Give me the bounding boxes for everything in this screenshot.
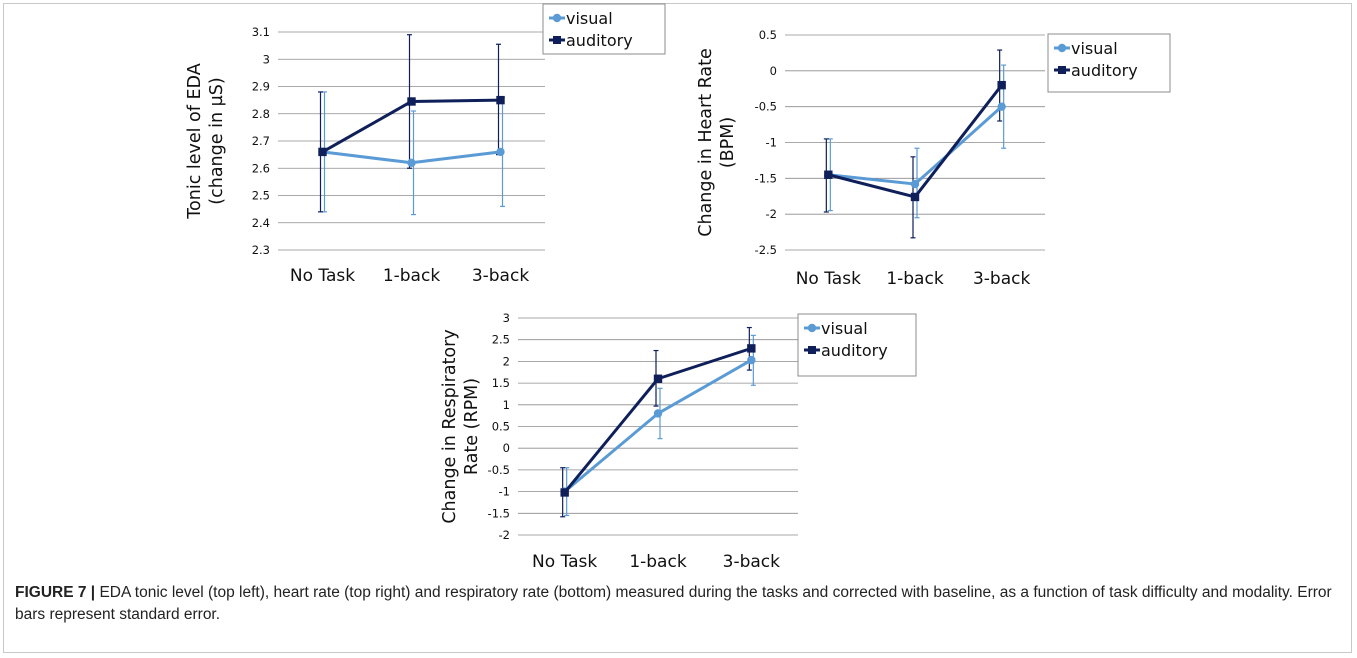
data-point-visual xyxy=(997,102,1006,111)
y-tick-label: 1 xyxy=(503,398,510,412)
y-tick-label: -1.5 xyxy=(488,506,510,520)
data-point-auditory xyxy=(824,170,833,179)
y-tick-label: 3 xyxy=(503,311,510,325)
data-point-auditory xyxy=(910,192,920,202)
series-line-auditory xyxy=(321,98,501,154)
legend: visual auditory xyxy=(1047,33,1171,93)
data-point-auditory xyxy=(318,147,327,157)
legend-label-visual: visual xyxy=(821,319,868,338)
x-tick-label: 3-back xyxy=(973,269,1031,289)
y-tick-label: 2.9 xyxy=(252,80,270,94)
x-tick-label: 1-back xyxy=(629,552,687,572)
y-tick-label: 2.5 xyxy=(252,189,270,203)
data-point-visual xyxy=(653,409,663,418)
y-tick-label: 0.5 xyxy=(492,420,510,434)
legend: visual auditory xyxy=(542,3,666,55)
data-point-visual xyxy=(496,147,505,157)
data-point-auditory xyxy=(560,488,569,497)
y-tick-label: 2.5 xyxy=(492,333,510,347)
y-tick-label: -1.5 xyxy=(755,171,777,185)
y-tick-label: -0.5 xyxy=(488,463,510,477)
y-tick-label: 2.3 xyxy=(252,243,270,257)
y-axis-label: Change in Respiratory xyxy=(440,329,460,523)
y-tick-label: 0.5 xyxy=(759,28,777,42)
legend-label-auditory: auditory xyxy=(821,341,888,360)
y-tick-label: 3 xyxy=(263,52,270,66)
chart-respiratory-rate: -2 -1.5 -1 -0.5 0 0.5 1 1.5 2 2.5 3 No Task 1-back 3-… xyxy=(440,311,917,572)
series-line-auditory xyxy=(563,346,752,494)
x-tick-label: 1-back xyxy=(886,269,944,289)
legend-box xyxy=(1047,33,1171,93)
data-point-auditory xyxy=(407,97,416,106)
y-tick-label: -2.5 xyxy=(755,243,777,257)
x-tick-label: No Task xyxy=(796,269,861,289)
legend-label-auditory: auditory xyxy=(566,31,633,50)
y-tick-label: 0 xyxy=(770,64,777,78)
legend-marker-visual xyxy=(1057,43,1067,53)
y-tick-label: 2.7 xyxy=(252,134,270,148)
data-point-auditory xyxy=(653,374,663,383)
figure-caption-text: EDA tonic level (top left), heart rate (… xyxy=(15,584,1332,623)
data-point-auditory xyxy=(496,95,505,105)
legend-marker-auditory xyxy=(808,346,816,354)
x-tick-label: 3-back xyxy=(472,266,530,286)
legend-marker-visual xyxy=(807,323,817,333)
y-tick-label: 0 xyxy=(503,441,510,455)
x-tick-label: No Task xyxy=(532,552,597,572)
legend-box xyxy=(797,313,917,377)
y-axis-label: (change in µS) xyxy=(207,77,227,204)
figure-label: FIGURE 7 | xyxy=(15,584,96,601)
gridlines xyxy=(278,31,545,251)
legend-marker-auditory xyxy=(553,36,561,44)
legend-label-visual: visual xyxy=(566,9,613,28)
data-point-visual xyxy=(910,179,920,189)
data-point-auditory xyxy=(747,344,756,353)
y-tick-label: 3.1 xyxy=(252,25,270,39)
legend: visual auditory xyxy=(797,313,917,377)
x-tick-label: 3-back xyxy=(723,552,781,572)
y-axis-label: Tonic level of EDA xyxy=(185,63,205,219)
legend-label-visual: visual xyxy=(1071,39,1118,58)
data-point-visual xyxy=(747,355,756,365)
y-tick-label: -0.5 xyxy=(755,100,777,114)
x-tick-label: No Task xyxy=(290,266,355,286)
data-point-visual xyxy=(407,158,416,167)
chart-eda-tonic-level: 2.3 2.4 2.5 2.6 2.7 2.8 2.9 3 3.1 No Task 1-back 3-… xyxy=(185,3,666,286)
y-tick-label: 1.5 xyxy=(492,376,510,390)
legend-marker-visual xyxy=(552,13,562,23)
legend-label-auditory: auditory xyxy=(1071,61,1138,80)
y-tick-label: -2 xyxy=(766,207,777,221)
x-tick-label: 1-back xyxy=(383,266,441,286)
chart-heart-rate: -2.5 -2 -1.5 -1 -0.5 0 0.5 No Task 1-back 3-back C… xyxy=(696,28,1171,289)
y-tick-label: 2.8 xyxy=(252,107,270,121)
y-tick-label: -1 xyxy=(499,485,510,499)
y-axis-label: (BPM) xyxy=(718,117,738,168)
y-tick-label: 2.4 xyxy=(252,216,270,230)
legend-box xyxy=(542,3,666,55)
data-point-auditory xyxy=(997,80,1006,90)
y-tick-label: -2 xyxy=(499,528,510,542)
legend-marker-auditory xyxy=(1058,66,1066,74)
figure-frame xyxy=(3,3,1352,653)
figure-caption: FIGURE 7 | EDA tonic level (top left), h… xyxy=(15,582,1340,626)
y-axis-label: Change in Heart Rate xyxy=(696,48,716,236)
y-axis-label: Rate (RPM) xyxy=(462,378,482,475)
y-tick-label: 2.6 xyxy=(252,161,270,175)
y-tick-label: 2 xyxy=(503,354,510,368)
y-tick-label: -1 xyxy=(766,136,777,150)
